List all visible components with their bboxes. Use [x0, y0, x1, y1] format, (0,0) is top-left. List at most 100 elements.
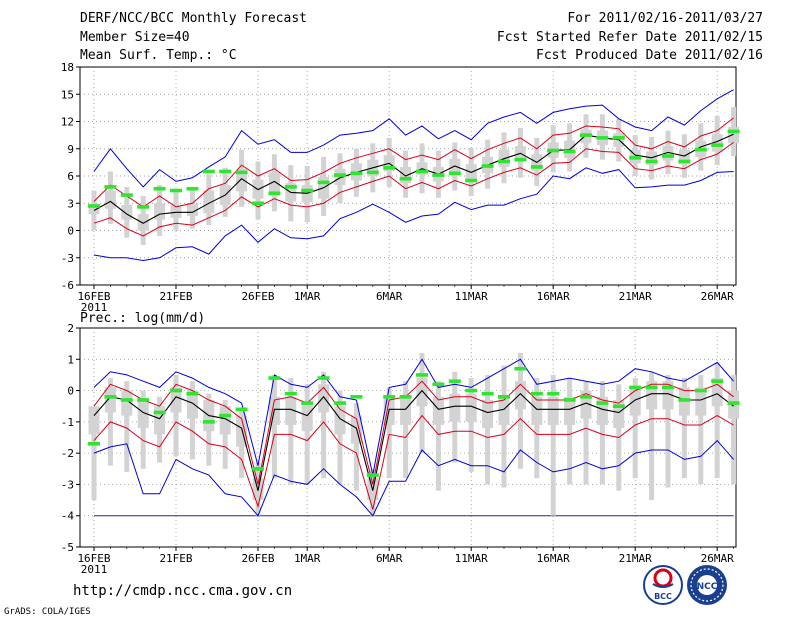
box-whisker [485, 374, 491, 485]
grads-credit: GrADS: COLA/IGES [4, 607, 91, 617]
x-tick-label: 16MAR [537, 290, 570, 303]
box-body [121, 390, 133, 416]
y-tick-label: -3 [61, 252, 74, 265]
box-body [104, 387, 116, 413]
median-marker [432, 173, 445, 177]
x-tick-label: 1MAR [294, 290, 321, 303]
y-tick-label: 0 [67, 385, 74, 398]
box-whisker [271, 374, 277, 479]
y-tick-label: -1 [61, 416, 74, 429]
median-marker [580, 395, 592, 399]
median-marker [662, 385, 674, 390]
box-body [137, 399, 149, 429]
box-body [88, 205, 100, 215]
box-body [596, 396, 608, 425]
median-marker [514, 366, 527, 371]
median-marker [694, 388, 707, 393]
median-marker [448, 171, 461, 176]
box-body [170, 387, 182, 413]
box-body [711, 378, 723, 407]
box-body [203, 190, 215, 214]
upper-outer-line [93, 358, 734, 476]
median-marker [563, 149, 576, 154]
box-body [711, 134, 723, 152]
box-whisker [124, 381, 130, 472]
x-tick-label: 21MAR [619, 552, 652, 565]
y-tick-label: -2 [61, 447, 74, 460]
box-whisker [91, 431, 97, 501]
box-body [154, 406, 166, 435]
median-marker [678, 159, 691, 164]
x-tick-label: 11MAR [455, 290, 488, 303]
box-whisker [337, 390, 343, 485]
median-marker [678, 398, 691, 402]
variable-label: Mean Surf. Temp.: °C [80, 48, 237, 63]
median-marker [399, 176, 412, 181]
box-whisker [714, 362, 720, 479]
median-marker [334, 173, 346, 177]
box-whisker [632, 378, 638, 479]
median-marker [120, 193, 133, 197]
median-marker [186, 391, 199, 396]
box-whisker [550, 374, 556, 516]
median-marker [202, 169, 215, 174]
bcc-logo: BCC [643, 565, 683, 605]
box-body [170, 205, 182, 218]
box-whisker [173, 374, 179, 457]
box-whisker [649, 371, 655, 501]
y-tick-label: 2 [67, 322, 74, 335]
lower-inner-line [93, 141, 734, 237]
x-tick-label: 11MAR [455, 552, 488, 565]
median-marker [219, 169, 232, 174]
median-marker [481, 164, 494, 168]
box-body [334, 406, 346, 435]
temperature-panel: -6 -3 0 3 6 9 12 15 18 16FEB 21FEB 26FEB 1MAR 6MAR 11M… [61, 61, 740, 314]
median-marker [448, 379, 461, 383]
box-body [580, 390, 592, 419]
refer-date: Fcst Started Refer Date 2011/02/15 [496, 30, 763, 45]
box-body [629, 387, 641, 416]
box-body [662, 381, 674, 410]
chart-title: DERF/NCC/BCC Monthly Forecast [80, 11, 307, 26]
upper-inner-line [93, 380, 734, 485]
median-marker [596, 401, 609, 405]
x-tick-label: 6MAR [376, 290, 403, 303]
median-marker [481, 391, 494, 396]
lower-outer-line [93, 167, 734, 262]
x-tick-label: 16FEB [77, 552, 110, 565]
median-marker [137, 398, 150, 402]
box-whisker [681, 378, 687, 479]
median-marker [629, 385, 642, 390]
source-url: http://cmdp.ncc.cma.gov.cn [73, 583, 292, 599]
upper-inner-line [93, 117, 734, 208]
median-marker [416, 169, 428, 174]
median-marker [104, 185, 117, 189]
median-marker [580, 133, 592, 137]
median-marker [334, 401, 346, 405]
box-body [728, 126, 740, 144]
lower-outer-line [93, 439, 734, 517]
median-marker [498, 159, 510, 164]
box-body [498, 396, 510, 425]
x-tick-label: 21FEB [159, 552, 192, 565]
y-tick-label: 18 [61, 61, 74, 74]
box-body [662, 146, 674, 161]
x-tick-label: 26FEB [241, 552, 274, 565]
median-marker [645, 159, 658, 164]
box-whisker [222, 399, 228, 469]
median-marker [727, 401, 740, 405]
box-body [531, 396, 543, 425]
y-tick-label: -5 [61, 541, 74, 554]
x-tick-label: 26MAR [701, 290, 734, 303]
ncc-logo-text: NCC [697, 582, 718, 592]
box-body [449, 393, 461, 422]
y-tick-label: -3 [61, 478, 74, 491]
median-marker [268, 376, 281, 380]
box-body [465, 393, 477, 422]
median-marker [547, 148, 560, 153]
box-whisker [517, 353, 523, 469]
box-body [88, 406, 100, 435]
box-body [318, 384, 330, 413]
y-tick-label: 12 [61, 116, 74, 129]
box-body [416, 378, 428, 407]
